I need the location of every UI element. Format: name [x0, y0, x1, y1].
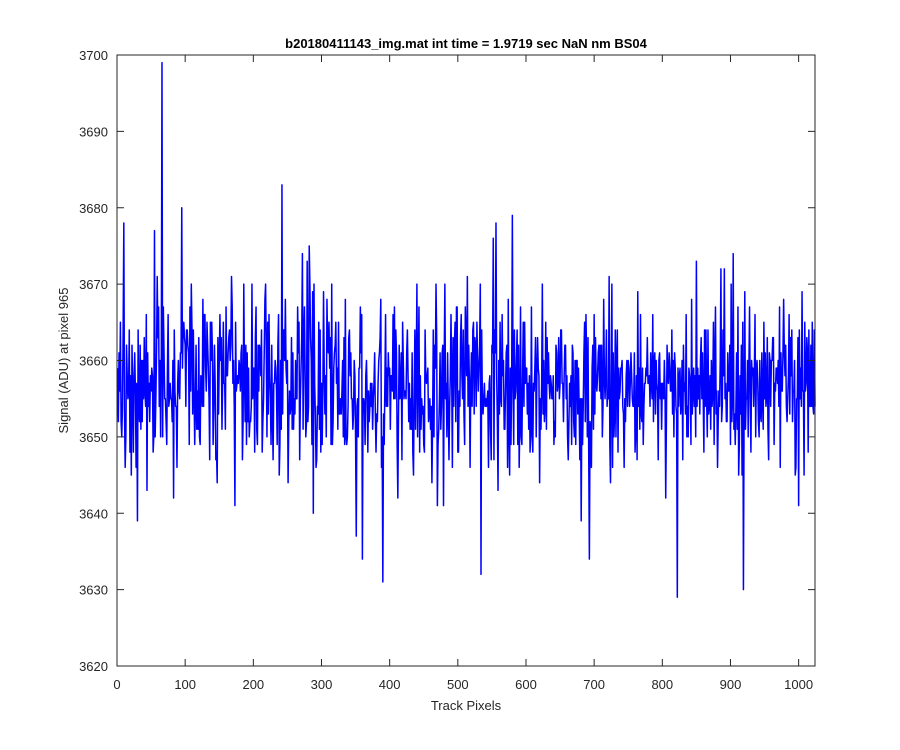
y-tick-label: 3620: [79, 659, 108, 674]
y-tick-label: 3630: [79, 583, 108, 598]
x-tick-label: 700: [583, 677, 605, 692]
x-tick-label: 200: [242, 677, 264, 692]
ticks-layer: 0 100 200 300 400 500 600 700 800 900 1000 3620 3630…: [79, 48, 815, 692]
y-tick-label: 3670: [79, 277, 108, 292]
x-tick-label: 1000: [784, 677, 813, 692]
x-tick-label: 0: [113, 677, 120, 692]
y-tick-label: 3690: [79, 124, 108, 139]
signal-line: [116, 61, 816, 599]
x-tick-label: 300: [311, 677, 333, 692]
y-tick-label: 3680: [79, 201, 108, 216]
chart-title: b20180411143_img.mat int time = 1.9719 s…: [285, 36, 647, 51]
x-axis-label: Track Pixels: [431, 698, 502, 713]
y-tick-label: 3660: [79, 354, 108, 369]
x-tick-label: 500: [447, 677, 469, 692]
y-tick-label: 3700: [79, 48, 108, 63]
x-tick-label: 400: [379, 677, 401, 692]
x-tick-label: 100: [174, 677, 196, 692]
x-tick-label: 800: [651, 677, 673, 692]
series-layer: [116, 61, 816, 599]
x-tick-label: 900: [720, 677, 742, 692]
x-tick-label: 600: [515, 677, 537, 692]
y-axis-label: Signal (ADU) at pixel 965: [56, 288, 71, 434]
y-tick-label: 3640: [79, 506, 108, 521]
y-tick-label: 3650: [79, 430, 108, 445]
